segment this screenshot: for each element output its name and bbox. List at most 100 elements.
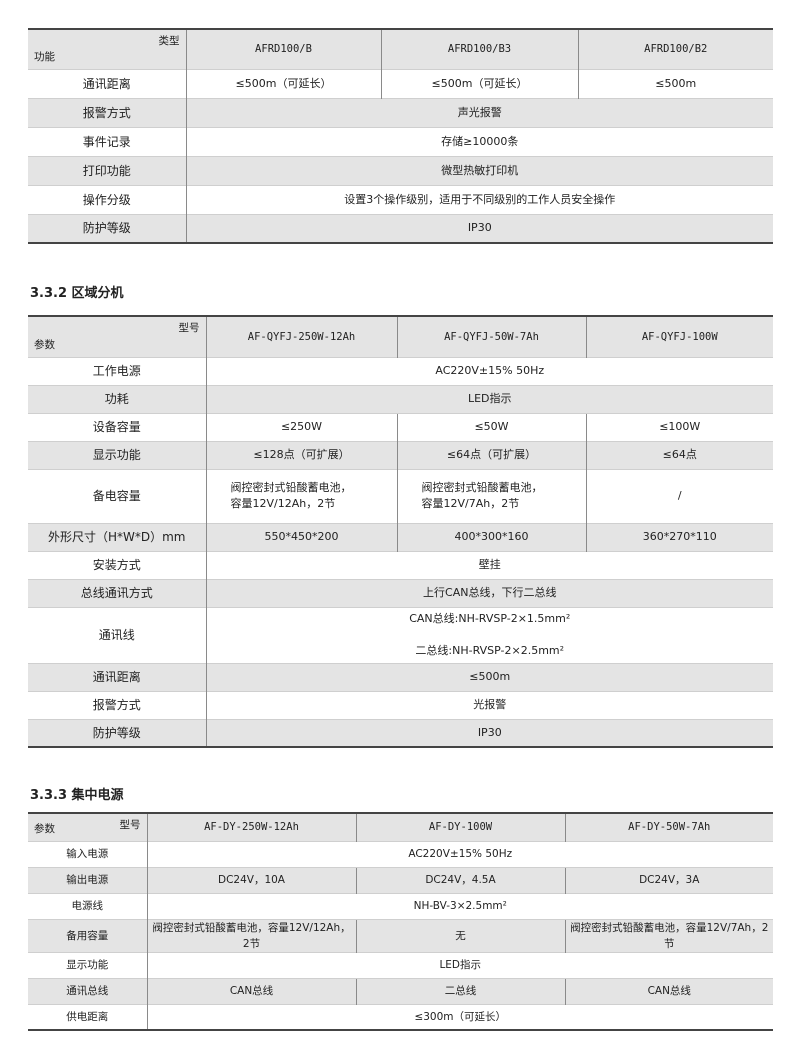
value-cell: 上行CAN总线，下行二总线 <box>205 578 773 607</box>
value-cell: ≤50W <box>396 412 586 441</box>
row-label: 设备容量 <box>28 412 206 441</box>
table-row: 外形尺寸（H*W*D）mm 550*450*200 400*300*160 360*2… <box>28 522 773 551</box>
row-label: 输出电源 <box>28 866 147 893</box>
row-label: 备电容量 <box>28 468 206 523</box>
value-cell: 二总线 <box>355 977 565 1004</box>
table-row: 事件记录 存储≥10000条 <box>28 126 773 156</box>
value-cell: 壁挂 <box>205 550 773 579</box>
table-row: 防护等级 IP30 <box>28 718 773 747</box>
row-label: 报警方式 <box>28 97 186 127</box>
table-row: 报警方式 声光报警 <box>28 97 773 127</box>
value-cell: ≤64点 <box>585 440 773 469</box>
table-row: 输入电源 AC220V±15% 50Hz <box>28 840 773 867</box>
value-cell: 550*450*200 <box>205 522 397 551</box>
header-corner-cell: 型号 参数 <box>28 812 147 841</box>
spec-table-zone-unit: 型号 参数 AF-QYFJ-250W-12Ah AF-QYFJ-50W-7Ah AF-Q… <box>28 315 773 748</box>
value-cell: DC24V，3A <box>564 866 773 893</box>
value-cell: 阀控密封式铅酸蓄电池，容量12V/12Ah，2节 <box>205 468 397 523</box>
table-row: 备用容量 阀控密封式铅酸蓄电池，容量12V/12Ah，2节无阀控密封式铅酸蓄电池，… <box>28 918 773 952</box>
value-cell: ≤500m（可延长） <box>185 68 381 98</box>
table-row: 操作分级 设置3个操作级别，适用于不同级别的工作人员安全操作 <box>28 184 773 214</box>
row-label: 功耗 <box>28 384 206 413</box>
value-cell: DC24V，4.5A <box>355 866 565 893</box>
table-row: 备电容量 阀控密封式铅酸蓄电池， 容量12V/12Ah，2节 阀控密封式铅酸蓄电池，容… <box>28 468 773 523</box>
table-row: 设备容量 ≤250W ≤50W ≤100W <box>28 412 773 441</box>
value-cell: CAN总线:NH-RVSP-2×1.5mm² 二总线:NH-RVSP-2×2.5m… <box>205 606 773 663</box>
table-row: 报警方式 光报警 <box>28 690 773 719</box>
value-cell: ≤500m <box>577 68 773 98</box>
value-cell: IP30 <box>185 213 773 243</box>
value-cell: 设置3个操作级别，适用于不同级别的工作人员安全操作 <box>185 184 773 214</box>
value-cell: CAN总线 <box>146 977 356 1004</box>
table-row: 打印功能 微型热敏打印机 <box>28 155 773 185</box>
row-label: 报警方式 <box>28 690 206 719</box>
row-label: 外形尺寸（H*W*D）mm <box>28 522 206 551</box>
column-header: AF-DY-100W <box>355 812 565 841</box>
row-label: 通讯距离 <box>28 662 206 691</box>
value-cell: NH-BV-3×2.5mm² <box>146 892 773 919</box>
row-label: 防护等级 <box>28 718 206 747</box>
column-header: AF-QYFJ-100W <box>585 315 773 357</box>
corner-label-bottom: 功能 <box>34 50 55 63</box>
row-label: 备用容量 <box>28 918 147 952</box>
spec-table-central-power: 型号 参数 AF-DY-250W-12Ah AF-DY-100W AF-DY-50W-7… <box>28 812 773 1031</box>
row-label: 电源线 <box>28 892 147 919</box>
value-cell: AC220V±15% 50Hz <box>146 840 773 867</box>
table-row: 供电距离 ≤300m（可延长） <box>28 1003 773 1030</box>
row-label: 输入电源 <box>28 840 147 867</box>
table-row: 显示功能 LED指示 <box>28 951 773 978</box>
value-cell: 阀控密封式铅酸蓄电池，容量12V/7Ah，2节 <box>396 468 586 523</box>
table-row: 功耗 LED指示 <box>28 384 773 413</box>
row-label: 工作电源 <box>28 356 206 385</box>
value-cell: ≤64点（可扩展） <box>396 440 586 469</box>
row-label: 供电距离 <box>28 1003 147 1030</box>
table-row: 通讯线 CAN总线:NH-RVSP-2×1.5mm² 二总线:NH-RVSP-2×2… <box>28 606 773 663</box>
value-cell: 阀控密封式铅酸蓄电池，容量12V/12Ah，2节 <box>146 918 356 952</box>
value-cell: / <box>585 468 773 523</box>
corner-label-top: 类型 <box>158 35 180 47</box>
column-header: AF-DY-250W-12Ah <box>146 812 356 841</box>
value-cell: CAN总线 <box>564 977 773 1004</box>
value-cell: LED指示 <box>146 951 773 978</box>
section-title-central-power: 3.3.3 集中电源 <box>30 788 124 803</box>
header-row: 型号 参数 AF-DY-250W-12Ah AF-DY-100W AF-DY-50W-7… <box>28 812 773 841</box>
row-label: 通讯线 <box>28 606 206 663</box>
value-cell: ≤100W <box>585 412 773 441</box>
column-header: AF-QYFJ-50W-7Ah <box>396 315 586 357</box>
value-cell: LED指示 <box>205 384 773 413</box>
value-cell: 阀控密封式铅酸蓄电池，容量12V/7Ah，2节 <box>564 918 773 952</box>
header-corner-cell: 类型功能 <box>28 28 186 69</box>
section-title-zone-unit: 3.3.2 区域分机 <box>30 286 124 301</box>
table-row: 总线通讯方式 上行CAN总线，下行二总线 <box>28 578 773 607</box>
spec-table-controller: 类型 功能 AFRD100/B AFRD100/B3 AFRD100/B2 通讯距离 ≤50… <box>28 28 773 244</box>
header-corner-cell: 型号参数 <box>28 315 206 357</box>
table-row: 工作电源 AC220V±15% 50Hz <box>28 356 773 385</box>
row-label: 操作分级 <box>28 184 186 214</box>
column-header: AFRD100/B2 <box>577 28 773 69</box>
table-row: 安装方式 壁挂 <box>28 550 773 579</box>
column-header: AFRD100/B <box>185 28 381 69</box>
value-cell: AC220V±15% 50Hz <box>205 356 773 385</box>
corner-label-bottom: 参数 <box>34 822 55 835</box>
row-label: 通讯总线 <box>28 977 147 1004</box>
value-cell: IP30 <box>205 718 773 747</box>
table-row: 输出电源 DC24V，10A DC24V，4.5A DC24V，3A <box>28 866 773 893</box>
value-cell: 存储≥10000条 <box>185 126 773 156</box>
value-cell: DC24V，10A <box>146 866 356 893</box>
row-label: 显示功能 <box>28 440 206 469</box>
value-cell: ≤250W <box>205 412 397 441</box>
corner-label-top: 型号 <box>178 322 200 334</box>
value-cell: 光报警 <box>205 690 773 719</box>
table-row: 显示功能 ≤128点（可扩展） ≤64点（可扩展） ≤64点 <box>28 440 773 469</box>
table-row: 电源线 NH-BV-3×2.5mm² <box>28 892 773 919</box>
table-row: 防护等级 IP30 <box>28 213 773 243</box>
row-label: 显示功能 <box>28 951 147 978</box>
row-label: 事件记录 <box>28 126 186 156</box>
header-row: 型号 参数 AF-QYFJ-250W-12Ah AF-QYFJ-50W-7Ah AF-Q… <box>28 315 773 357</box>
table-row: 通讯距离 ≤500m <box>28 662 773 691</box>
value-cell: 360*270*110 <box>585 522 773 551</box>
corner-label-bottom: 参数 <box>34 338 55 351</box>
column-header: AFRD100/B3 <box>380 28 578 69</box>
corner-label-top: 型号 <box>119 819 141 831</box>
row-label: 打印功能 <box>28 155 186 185</box>
